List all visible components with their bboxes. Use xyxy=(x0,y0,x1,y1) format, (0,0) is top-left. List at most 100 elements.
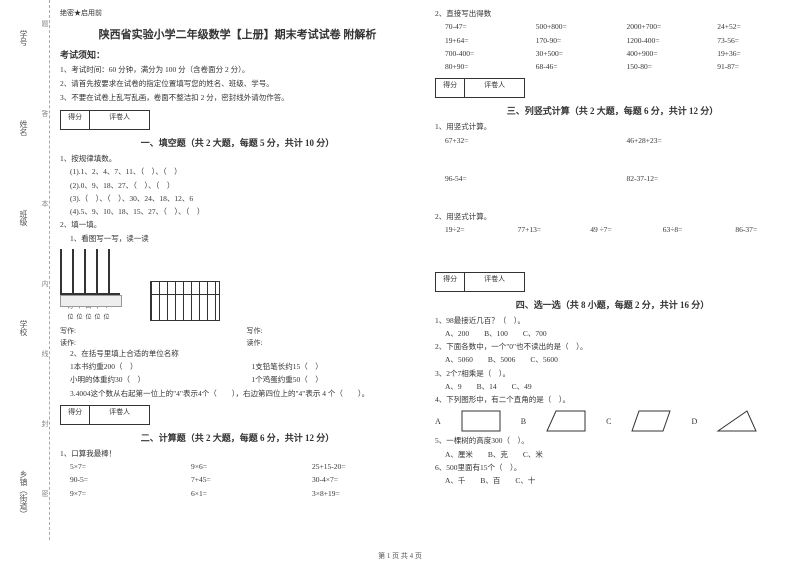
seal-char: 封 xyxy=(40,420,50,427)
calc-item: 25+15-20= xyxy=(312,461,415,472)
parallelogram-icon xyxy=(631,410,671,432)
choice-q: 1、98最接近几百？（ ）。 xyxy=(435,315,790,326)
counter-icon xyxy=(60,249,120,299)
confidential-tag: 绝密★启用前 xyxy=(60,8,415,18)
shape-label-d: D xyxy=(691,417,697,426)
vert-item: 46+28+23= xyxy=(627,135,791,146)
score-label: 得分 xyxy=(436,79,465,97)
notice-item: 2、请首先按要求在试卷的指定位置填写您的姓名、班级、学号。 xyxy=(60,78,415,90)
score-box: 得分 评卷人 xyxy=(435,78,525,98)
section-3-title: 三、列竖式计算（共 2 大题，每题 6 分，共计 12 分） xyxy=(435,104,790,117)
vert-item: 19÷2= xyxy=(445,224,500,235)
choice-opts: A、9 B、14 C、49 xyxy=(445,381,790,392)
write-read-row: 写作: 写作: xyxy=(60,324,415,336)
calc-row: 700-400= 30+500= 400+900= 19+36= xyxy=(445,48,790,61)
score-box: 得分 评卷人 xyxy=(435,272,525,292)
choice-q: 5、一棵树的高度300（ ）。 xyxy=(435,435,790,446)
left-column: 绝密★启用前 陕西省实验小学二年级数学【上册】期末考试试卷 附解析 考试须知： … xyxy=(60,8,415,548)
calc-item: 9×6= xyxy=(191,461,294,472)
read-label: 读作: xyxy=(60,338,229,348)
calc-item: 30+500= xyxy=(536,48,609,59)
calc-item: 1200-400= xyxy=(627,35,700,46)
calc-row: 90-5= 7+45= 30-4×7= xyxy=(70,474,415,487)
unit-line: 1本书约重200（ ） 1支铅笔长约15（ ） xyxy=(70,361,415,374)
choice-q: 6、500里面有15个（ ）。 xyxy=(435,462,790,473)
unit-item: 1个鸡蛋约重50（ ） xyxy=(252,374,416,385)
vert-row: 19÷2= 77+13= 49 ÷7= 63÷8= 86-37= xyxy=(445,224,790,237)
calc-row: 5×7= 9×6= 25+15-20= xyxy=(70,461,415,474)
work-space xyxy=(435,186,790,211)
section-4-title: 四、选一选（共 8 小题，每题 2 分，共计 16 分） xyxy=(435,298,790,311)
q1-item: (3).（ ）、（ ）、30、24、18、12、6 xyxy=(70,193,415,204)
seal-char: 密 xyxy=(40,490,50,497)
abacus-row: 万千百十个 位位位位位 xyxy=(60,249,415,321)
q1-title: 1、按规律填数。 xyxy=(60,153,415,164)
work-space xyxy=(435,148,790,173)
counter-figure: 万千百十个 位位位位位 xyxy=(60,249,120,321)
calc-item: 6×1= xyxy=(191,488,294,499)
triangle-icon xyxy=(717,410,757,432)
side-label: 姓名 xyxy=(18,120,29,136)
grader-label: 评卷人 xyxy=(90,406,149,424)
grader-label: 评卷人 xyxy=(465,79,524,97)
seal-char: 答 xyxy=(40,110,50,117)
vert2-title: 2、用竖式计算。 xyxy=(435,211,790,222)
q2-sub1: 1、看图写一写，读一读 xyxy=(70,233,415,244)
binding-margin: 学号 姓名 班级 学校 乡镇（街道） 题 答 本 内 线 封 密 xyxy=(0,0,50,540)
abacus-figure xyxy=(150,281,220,321)
vert-item: 86-37= xyxy=(735,224,790,235)
choice-opts: A、千 B、百 C、十 xyxy=(445,475,790,486)
calc-item: 19+64= xyxy=(445,35,518,46)
calc-row: 70-47= 500+800= 2000+700= 24+52= xyxy=(445,21,790,34)
seal-char: 题 xyxy=(40,20,50,27)
page-footer: 第 1 页 共 4 页 xyxy=(0,551,800,561)
write-label: 写作: xyxy=(60,326,229,336)
side-label: 学校 xyxy=(18,320,29,336)
q2-sub3: 3.4004这个数从右起第一位上的"4"表示4个（ ），右边第四位上的"4"表示… xyxy=(70,388,415,399)
choice-opts: A、200 B、100 C、700 xyxy=(445,328,790,339)
calc1-title: 1、口算我最棒！ xyxy=(60,448,415,459)
side-label: 班级 xyxy=(18,210,29,226)
notice-item: 1、考试时间：60 分钟，满分为 100 分（含卷面分 2 分）。 xyxy=(60,64,415,76)
calc-item: 7+45= xyxy=(191,474,294,485)
choice-q: 2、下面各数中，一个"0"也不读出的是（ ）。 xyxy=(435,341,790,352)
score-label: 得分 xyxy=(436,273,465,291)
q2-title: 2、填一填。 xyxy=(60,219,415,230)
unit-item: 小明的体重约30（ ） xyxy=(70,374,234,385)
score-label: 得分 xyxy=(61,111,90,129)
seal-char: 本 xyxy=(40,200,50,207)
calc-item: 70-47= xyxy=(445,21,518,32)
trapezoid-icon xyxy=(546,410,586,432)
right-column: 2、直接写出得数 70-47= 500+800= 2000+700= 24+52… xyxy=(435,8,790,548)
work-space xyxy=(435,238,790,268)
vert-item: 63÷8= xyxy=(663,224,718,235)
q2-sub2: 2、在括号里填上合适的单位名称 xyxy=(70,348,415,359)
vert-item: 96-54= xyxy=(445,173,609,184)
read-label: 读作: xyxy=(247,338,416,348)
calc-item: 500+800= xyxy=(536,21,609,32)
shape-label-b: B xyxy=(521,417,526,426)
q1-item: (1).1、2、4、7、11、（ ）、（ ） xyxy=(70,166,415,177)
choice-q: 4、下列图形中，有二个直角的是（ ）。 xyxy=(435,394,790,405)
q1-item: (2).0、9、18、27、（ ）、（ ） xyxy=(70,180,415,191)
calc-item: 24+52= xyxy=(717,21,790,32)
grader-label: 评卷人 xyxy=(465,273,524,291)
section-1-title: 一、填空题（共 2 大题，每题 5 分，共计 10 分） xyxy=(60,136,415,149)
calc-item: 9×7= xyxy=(70,488,173,499)
calc-item: 700-400= xyxy=(445,48,518,59)
write-read-row: 读作: 读作: xyxy=(60,336,415,348)
vert1-title: 1、用竖式计算。 xyxy=(435,121,790,132)
seal-char: 线 xyxy=(40,350,50,357)
calc-item: 5×7= xyxy=(70,461,173,472)
q1-item: (4).5、9、10、18、15、27、（ ）、（ ） xyxy=(70,206,415,217)
grader-label: 评卷人 xyxy=(90,111,149,129)
calc-row: 80+90= 68-46= 150-80= 91-87= xyxy=(445,61,790,74)
score-label: 得分 xyxy=(61,406,90,424)
vert-item: 49 ÷7= xyxy=(590,224,645,235)
calc-item: 30-4×7= xyxy=(312,474,415,485)
seal-char: 内 xyxy=(40,280,50,287)
notice-item: 3、不要在试卷上乱写乱画，卷面不整洁扣 2 分，密封线外请勿作答。 xyxy=(60,92,415,104)
page-content: 绝密★启用前 陕西省实验小学二年级数学【上册】期末考试试卷 附解析 考试须知： … xyxy=(60,8,790,548)
vert-row: 96-54= 82-37-12= xyxy=(445,173,790,186)
shapes-row: A B C D xyxy=(435,410,790,432)
